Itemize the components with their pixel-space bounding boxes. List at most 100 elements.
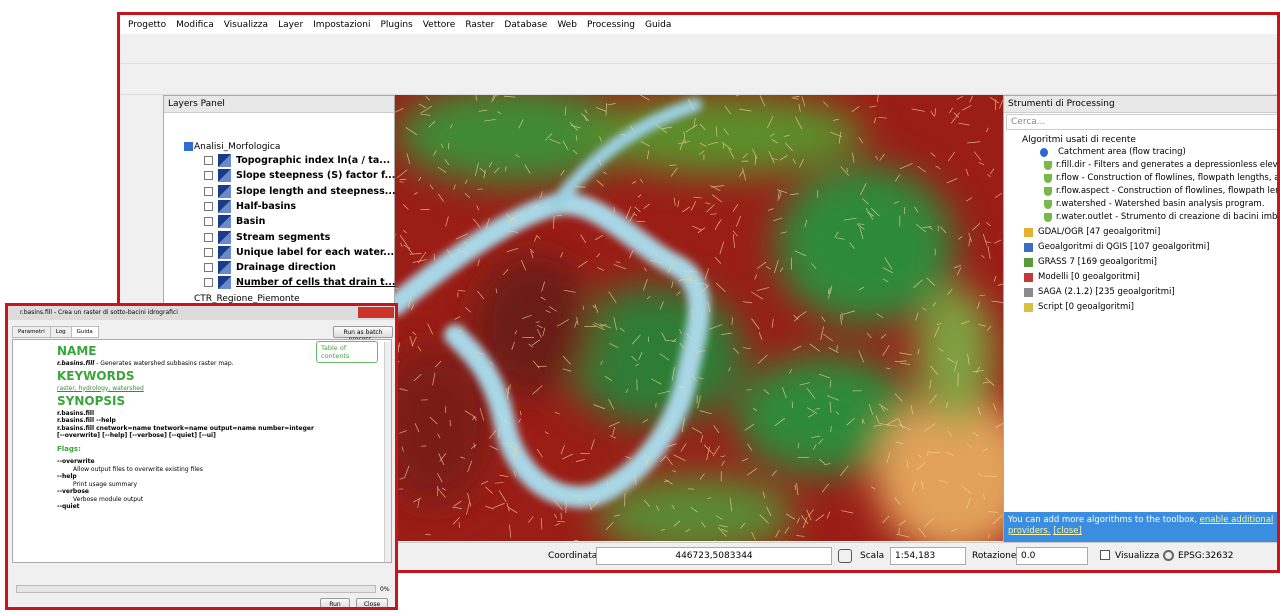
menu-item[interactable]: Plugins	[380, 19, 413, 30]
menu-item[interactable]: Vettore	[422, 19, 456, 30]
tab[interactable]: Guida	[70, 326, 99, 338]
stream	[880, 333, 887, 339]
checkbox[interactable]	[184, 142, 193, 151]
label: Rotazione	[972, 551, 1017, 561]
provider[interactable]: GDAL/OGR [47 geoalgoritmi]	[1038, 227, 1161, 237]
algorithm[interactable]: r.water.outlet - Strumento di creazione …	[1056, 212, 1280, 222]
layer-name[interactable]: Basin	[236, 216, 266, 228]
stream	[898, 520, 907, 526]
layer-icon	[218, 276, 231, 290]
checkbox[interactable]	[1100, 550, 1110, 560]
stream	[445, 216, 449, 227]
layer-group[interactable]: Analisi_Morfologica	[194, 142, 281, 152]
search-box[interactable]: Cerca...	[1006, 114, 1277, 130]
stream	[411, 336, 417, 347]
batch-button[interactable]: Run as batch process...	[333, 326, 393, 343]
checkbox[interactable]	[204, 156, 213, 165]
provider[interactable]: Modelli [0 geoalgoritmi]	[1038, 272, 1140, 282]
stream	[993, 403, 997, 411]
algorithm[interactable]: r.fill.dir - Filters and generates a dep…	[1056, 160, 1280, 170]
provider[interactable]: SAGA (2.1.2) [235 geoalgoritmi]	[1038, 287, 1175, 297]
streams	[395, 95, 1003, 541]
scale-field[interactable]: 1:54,183	[890, 547, 966, 565]
menu-item[interactable]: Web	[557, 19, 577, 30]
menu-item[interactable]: Layer	[278, 19, 304, 30]
stream	[921, 480, 924, 490]
crs[interactable]: EPSG:32632	[1178, 551, 1234, 561]
checkbox[interactable]	[204, 201, 213, 211]
layer-group[interactable]: CTR_Regione_Piemonte	[194, 293, 300, 304]
scrollbar[interactable]	[384, 342, 391, 562]
stream	[754, 155, 757, 165]
checkbox[interactable]	[204, 171, 213, 181]
tree-group[interactable]: Algoritmi usati di recente	[1022, 135, 1136, 145]
stream	[728, 147, 735, 159]
tab[interactable]: Parametri	[12, 326, 51, 338]
checkbox[interactable]	[204, 247, 213, 257]
window-controls[interactable]	[358, 307, 394, 318]
menu-item[interactable]: Progetto	[128, 19, 167, 30]
keywords[interactable]: raster, hydrology, watershed	[57, 384, 144, 392]
checkbox[interactable]	[204, 217, 213, 227]
checkbox[interactable]	[204, 278, 213, 288]
stream	[765, 266, 771, 270]
layer-name[interactable]: Topographic index ln(a / ta...	[236, 155, 391, 166]
icon[interactable]	[838, 549, 852, 563]
layer-name[interactable]: Drainage direction	[236, 262, 336, 274]
stream	[981, 254, 985, 259]
stream	[829, 401, 832, 413]
stream	[467, 492, 472, 507]
provider[interactable]: Script [0 geoalgoritmi]	[1038, 302, 1134, 312]
layer-name[interactable]: Number of cells that drain t...	[236, 277, 396, 289]
layer-name[interactable]: Unique label for each water...	[236, 246, 395, 258]
stream	[691, 308, 694, 320]
tab[interactable]: Log	[49, 326, 72, 338]
stream	[982, 233, 988, 246]
link[interactable]: enable additional providers.	[1008, 515, 1274, 536]
menu-item[interactable]: Modifica	[176, 19, 214, 30]
layer-name[interactable]: Slope length and steepness...	[236, 185, 396, 197]
stream	[406, 246, 413, 255]
menu-item[interactable]: Database	[504, 19, 548, 30]
stream	[835, 411, 840, 415]
layer-name[interactable]: Stream segments	[236, 231, 331, 243]
stream	[413, 192, 418, 195]
checkbox[interactable]	[204, 186, 213, 196]
link[interactable]: [close]	[1053, 526, 1082, 536]
stream	[911, 480, 917, 492]
stream	[473, 442, 476, 448]
menu-item[interactable]: Processing	[586, 19, 635, 30]
menu-item[interactable]: Visualizza	[223, 19, 269, 30]
algorithm[interactable]: Catchment area (flow tracing)	[1058, 147, 1186, 157]
stream	[521, 314, 532, 320]
layer-icon	[218, 169, 231, 183]
icon	[1024, 288, 1033, 297]
provider[interactable]: Geoalgoritmi di QGIS [107 geoalgoritmi]	[1038, 242, 1210, 252]
stream	[493, 502, 505, 509]
stream	[403, 229, 407, 234]
stream	[488, 429, 497, 439]
layer-name[interactable]: Half-basins	[236, 200, 297, 212]
checkbox[interactable]	[204, 232, 213, 242]
menu-item[interactable]: Impostazioni	[313, 19, 371, 30]
algorithm[interactable]: r.flow.aspect - Construction of flowline…	[1056, 186, 1280, 196]
stream	[869, 105, 877, 108]
close-button[interactable]: Close	[356, 598, 388, 607]
stream	[759, 514, 769, 524]
stream	[894, 497, 901, 505]
menu-item[interactable]: Raster	[465, 19, 495, 30]
layer-name[interactable]: Slope steepness (S) factor f...	[236, 170, 396, 182]
stream	[922, 226, 932, 229]
stream	[507, 506, 518, 514]
checkbox[interactable]	[204, 263, 213, 273]
algorithm[interactable]: r.watershed - Watershed basin analysis p…	[1056, 199, 1265, 209]
stream	[598, 158, 602, 166]
provider[interactable]: GRASS 7 [169 geoalgoritmi]	[1038, 257, 1157, 267]
rotation-field[interactable]: 0.0	[1016, 547, 1088, 565]
run-button[interactable]: Run	[320, 598, 350, 607]
stream	[792, 158, 796, 164]
help-view: NAME r.basins.fill - Generates watershed …	[12, 339, 392, 563]
coord-field[interactable]: 446723,5083344	[596, 547, 832, 565]
menu-item[interactable]: Guida	[645, 19, 672, 30]
algorithm[interactable]: r.flow - Construction of flowlines, flow…	[1056, 173, 1280, 183]
